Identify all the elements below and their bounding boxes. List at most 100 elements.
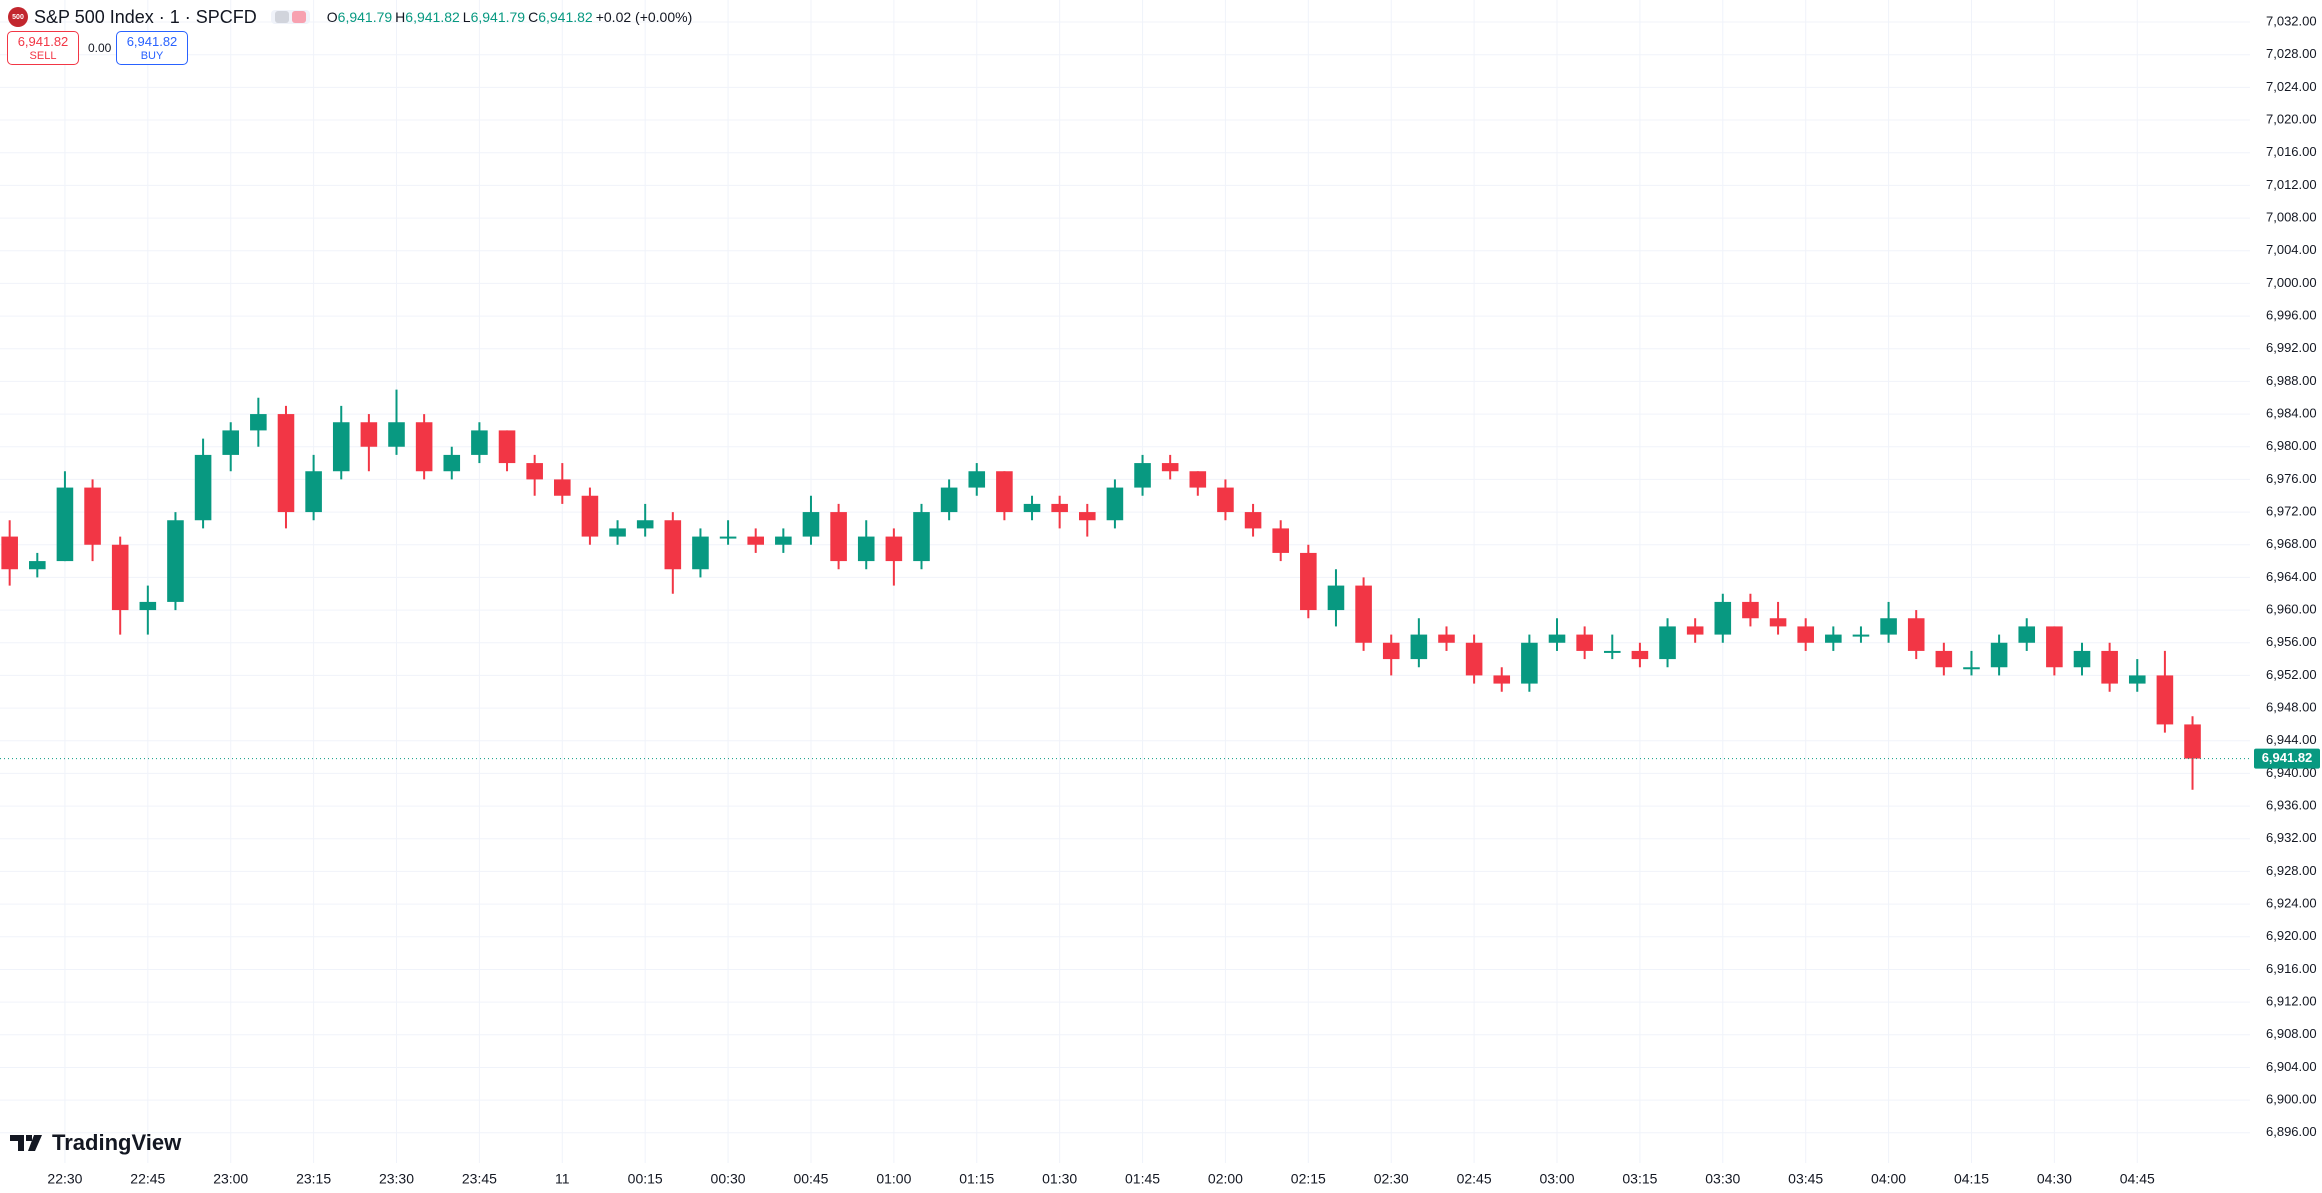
candle-body [1742, 601, 1759, 619]
x-tick-label: 03:15 [1622, 1171, 1657, 1187]
y-tick-label: 6,908.00 [2266, 1026, 2317, 1041]
symbol-title[interactable]: S&P 500 Index · 1 · SPCFD [34, 6, 257, 27]
y-tick-label: 6,936.00 [2266, 798, 2317, 813]
candle-body [1051, 503, 1068, 513]
buy-button[interactable]: 6,941.82 BUY [116, 31, 188, 65]
ohlc-value: 6,941.79 [337, 9, 393, 25]
candle-body [2156, 675, 2174, 725]
sell-button[interactable]: 6,941.82 SELL [7, 31, 79, 65]
candle-body [1272, 528, 1289, 553]
ohlc-value: 6,941.82 [538, 9, 593, 25]
candle-body [1963, 667, 1980, 670]
candle-body [1327, 585, 1345, 611]
buy-price: 6,941.82 [126, 34, 178, 49]
candle-body [56, 487, 74, 562]
x-tick-label: 03:00 [1539, 1171, 1574, 1187]
ohlc-value: 6,941.82 [405, 9, 460, 25]
x-tick-label: 04:45 [2120, 1171, 2155, 1187]
candle-body [1631, 650, 1649, 660]
candle-body [1686, 626, 1704, 635]
y-tick-label: 7,028.00 [2266, 46, 2317, 61]
y-tick-label: 6,928.00 [2266, 863, 2317, 878]
y-tick-label: 6,940.00 [2266, 765, 2317, 780]
candle-body [1438, 634, 1455, 643]
sell-price: 6,941.82 [17, 34, 69, 49]
y-tick-label: 6,996.00 [2266, 308, 2317, 323]
candle-body [581, 495, 599, 537]
x-tick-label: 23:45 [462, 1171, 497, 1187]
x-tick-label: 02:15 [1291, 1171, 1326, 1187]
sell-label: SELL [29, 50, 57, 62]
y-tick-label: 7,004.00 [2266, 242, 2317, 257]
candle-body [1521, 642, 1538, 684]
candle-body [1106, 487, 1124, 521]
candle-body [913, 512, 930, 562]
candle-body [1769, 618, 1787, 627]
candle-body [1217, 487, 1234, 513]
y-tick-label: 6,992.00 [2266, 340, 2317, 355]
candle-body [139, 601, 157, 611]
candle-body [388, 422, 405, 447]
y-tick-label: 6,976.00 [2266, 471, 2317, 486]
y-tick-label: 6,972.00 [2266, 504, 2317, 519]
candle-body [996, 471, 1013, 513]
x-tick-label: 00:30 [711, 1171, 746, 1187]
candle-body [526, 463, 543, 480]
x-tick-label: 04:00 [1871, 1171, 1906, 1187]
y-tick-label: 7,000.00 [2266, 275, 2317, 290]
x-tick-label: 23:30 [379, 1171, 414, 1187]
candle-body [775, 536, 792, 545]
candle-body [802, 512, 820, 537]
brand[interactable]: TradingView [10, 1130, 181, 1156]
candle-body [84, 487, 101, 545]
candle-body [609, 528, 626, 537]
candle-body [885, 536, 903, 562]
candle-body [29, 561, 46, 570]
y-tick-label: 6,912.00 [2266, 994, 2317, 1009]
candle-body [2101, 650, 2118, 684]
candle-body [1603, 650, 1621, 653]
x-tick-label: 11 [555, 1171, 570, 1187]
candle-body [2046, 626, 2063, 668]
candle-body [471, 430, 488, 455]
candle-body [1465, 642, 1483, 676]
y-tick-label: 6,988.00 [2266, 373, 2317, 388]
candle-body [1659, 626, 1676, 660]
y-tick-label: 7,032.00 [2266, 13, 2317, 28]
spread: 0.00 [88, 41, 112, 55]
y-tick-label: 7,012.00 [2266, 177, 2317, 192]
y-tick-label: 7,024.00 [2266, 79, 2317, 94]
y-tick-label: 6,920.00 [2266, 928, 2317, 943]
last-price-label: 6,941.82 [2262, 750, 2313, 765]
indicator-pill[interactable] [270, 10, 310, 24]
candle-body [1852, 634, 1870, 637]
x-tick-label: 01:15 [959, 1171, 994, 1187]
candle-body [1300, 552, 1317, 611]
candle-body [1825, 634, 1842, 643]
x-tick-label: 01:30 [1042, 1171, 1077, 1187]
x-tick-label: 02:00 [1208, 1171, 1243, 1187]
candle-body [1880, 618, 1897, 635]
brand-name: TradingView [52, 1130, 182, 1155]
y-tick-label: 7,020.00 [2266, 111, 2317, 126]
candle-body [857, 536, 875, 562]
x-tick-label: 22:45 [130, 1171, 165, 1187]
candle-body [360, 422, 378, 447]
y-tick-label: 6,896.00 [2266, 1124, 2317, 1139]
candle-body [830, 512, 847, 562]
candle-body [1907, 618, 1925, 651]
y-tick-label: 6,948.00 [2266, 700, 2317, 715]
candle-body [554, 479, 571, 496]
x-tick-label: 02:30 [1374, 1171, 1409, 1187]
ohlc-key: O [326, 9, 338, 25]
candle-body [332, 422, 350, 472]
x-tick-label: 04:15 [1954, 1171, 1989, 1187]
candle-body [222, 430, 240, 455]
last-price-tag [2254, 748, 2320, 769]
y-tick-label: 6,924.00 [2266, 896, 2317, 911]
candle-body [2073, 650, 2091, 668]
ohlc-key: C [528, 9, 539, 25]
x-tick-label: 22:30 [47, 1171, 82, 1187]
candle-body [940, 487, 958, 513]
